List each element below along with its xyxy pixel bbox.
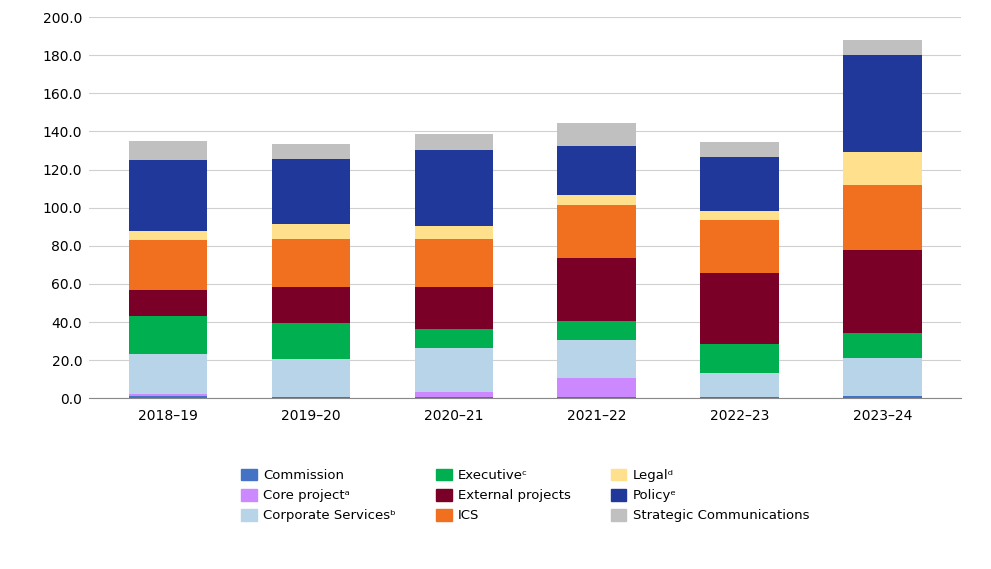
Bar [129,354,207,394]
Bar [414,397,494,398]
Bar [272,224,350,239]
Bar [414,239,494,287]
Bar [843,55,922,152]
Bar [701,344,779,373]
Bar [557,195,636,205]
Bar [843,152,922,185]
Bar [129,394,207,397]
Bar [557,123,636,146]
Bar [129,316,207,354]
Bar [843,358,922,397]
Bar [272,359,350,397]
Bar [129,290,207,316]
Bar [272,239,350,287]
Bar [701,142,779,157]
Bar [557,205,636,258]
Legend: Commission, Core projectᵃ, Corporate Servicesᵇ, Executiveᶜ, External projects, I: Commission, Core projectᵃ, Corporate Ser… [234,462,817,529]
Bar [843,185,922,250]
Bar [129,141,207,160]
Bar [272,287,350,323]
Bar [701,220,779,274]
Bar [272,144,350,159]
Bar [129,240,207,290]
Bar [557,397,636,398]
Bar [557,340,636,378]
Bar [557,146,636,195]
Bar [701,157,779,211]
Bar [843,250,922,333]
Bar [843,333,922,358]
Bar [272,159,350,224]
Bar [414,391,494,397]
Bar [129,397,207,398]
Bar [843,397,922,398]
Bar [272,323,350,359]
Bar [414,329,494,348]
Bar [414,134,494,150]
Bar [414,150,494,226]
Bar [557,321,636,340]
Bar [272,397,350,398]
Bar [557,378,636,397]
Bar [414,287,494,329]
Bar [701,373,779,397]
Bar [701,274,779,344]
Bar [129,230,207,240]
Bar [843,40,922,55]
Bar [557,258,636,321]
Bar [129,160,207,230]
Bar [701,211,779,220]
Bar [414,226,494,239]
Bar [701,397,779,398]
Bar [414,348,494,391]
